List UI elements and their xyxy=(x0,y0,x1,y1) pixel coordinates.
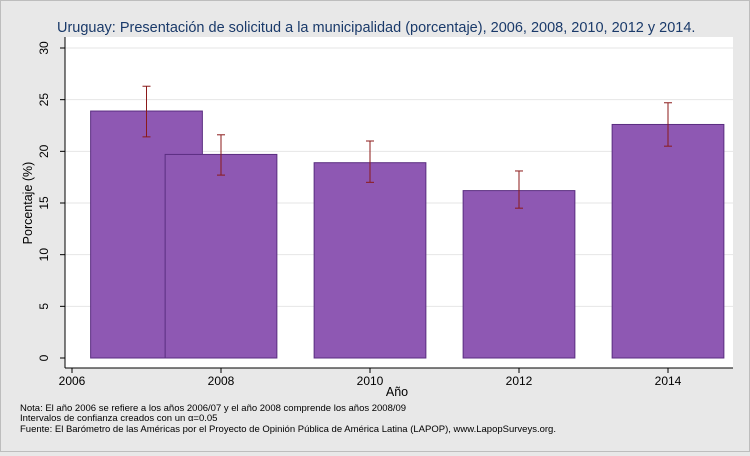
y-tick-label: 5 xyxy=(37,303,51,310)
y-tick-label: 15 xyxy=(37,196,51,210)
y-tick-label: 25 xyxy=(37,93,51,107)
x-axis-label: Año xyxy=(386,385,408,399)
y-tick-label: 30 xyxy=(37,41,51,55)
y-tick-label: 0 xyxy=(37,354,51,361)
bar-5 xyxy=(611,123,725,359)
bars xyxy=(90,110,725,359)
note-line-3: Fuente: El Barómetro de las Américas por… xyxy=(20,424,556,435)
x-ticks: 2006 2008 2010 2012 2014 xyxy=(59,368,682,388)
bar-2 xyxy=(164,153,278,359)
x-tick-label: 2006 xyxy=(59,374,86,388)
x-tick-label: 2010 xyxy=(357,374,384,388)
y-tick-label: 10 xyxy=(37,248,51,262)
error-bars xyxy=(142,85,672,209)
note-line-1: Nota: El año 2006 se refiere a los años … xyxy=(20,403,406,414)
x-tick-label: 2012 xyxy=(506,374,533,388)
x-tick-label: 2008 xyxy=(208,374,235,388)
bar-3 xyxy=(313,162,427,359)
bar-4 xyxy=(462,190,576,359)
chart-title: Uruguay: Presentación de solicitud a la … xyxy=(57,20,695,36)
x-tick-label: 2014 xyxy=(655,374,682,388)
y-axis-label: Porcentaje (%) xyxy=(21,162,35,245)
y-ticks: 0 5 10 15 20 25 30 xyxy=(37,41,65,361)
note-line-2: Intervalos de confianza creados con un α… xyxy=(20,413,217,424)
y-tick-label: 20 xyxy=(37,144,51,158)
